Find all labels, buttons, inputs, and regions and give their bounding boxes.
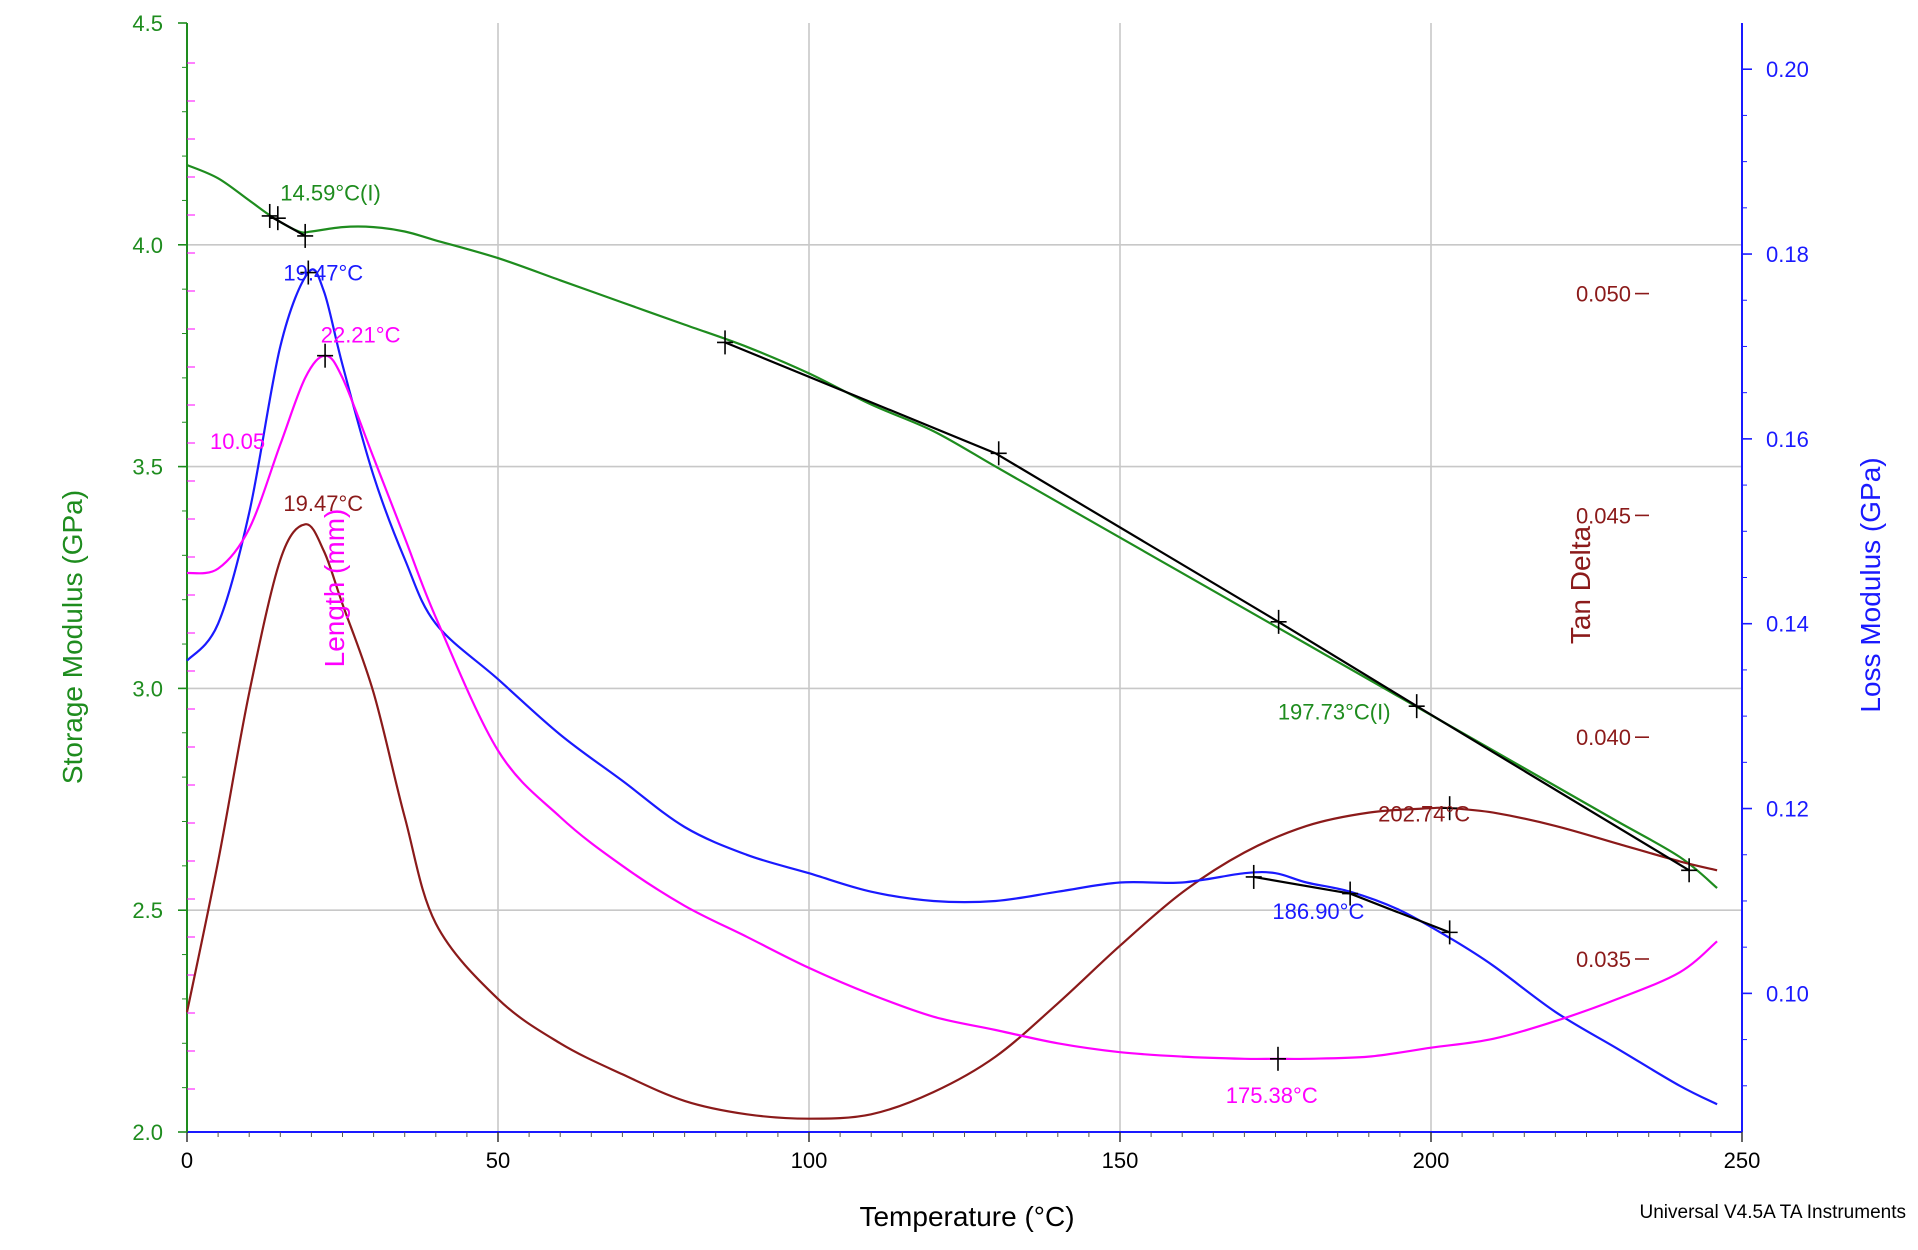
storage-tick-label: 4.5 bbox=[132, 11, 163, 36]
analysis-marker bbox=[1245, 864, 1262, 889]
grid bbox=[187, 23, 1742, 1132]
loss-tick-label: 0.18 bbox=[1766, 242, 1809, 267]
peak-annotation: 19.47°C bbox=[283, 491, 363, 516]
peak-annotation: 197.73°C(I) bbox=[1278, 699, 1391, 724]
x-tick-label: 50 bbox=[486, 1148, 510, 1173]
analysis-marker bbox=[1681, 858, 1698, 883]
length-tick-label: 10.05 bbox=[210, 429, 265, 454]
x-tick-label: 0 bbox=[181, 1148, 193, 1173]
storage-tick-label: 2.5 bbox=[132, 898, 163, 923]
analysis-marker bbox=[317, 343, 334, 368]
analysis-marker bbox=[1441, 796, 1458, 821]
tan-tick-label: 0.040 bbox=[1576, 725, 1631, 750]
label-layer: 14.59°C(I) 19.47°C 22.21°C 19.47°C 197.73°C(… bbox=[280, 180, 1470, 1108]
x-tick-label: 150 bbox=[1102, 1148, 1139, 1173]
peak-annotation: 202.74°C bbox=[1378, 801, 1470, 826]
storage-tangent-line bbox=[269, 215, 306, 237]
storage-tick-label: 3.0 bbox=[132, 676, 163, 701]
analysis-marker bbox=[300, 260, 317, 285]
tan-delta-curve bbox=[185, 523, 1718, 1120]
peak-annotation: 14.59°C(I) bbox=[280, 180, 381, 205]
peak-annotation: 186.90°C bbox=[1272, 899, 1364, 924]
analysis-marker bbox=[297, 223, 314, 248]
axes: 0 50 100 150 200 250 2.0 2.5 3.0 3.5 4.0 4.5 0.10 0.1… bbox=[132, 11, 1808, 1173]
length-axis-title: Length (mm) bbox=[319, 509, 350, 668]
analysis-marker bbox=[717, 330, 734, 355]
analysis-marker bbox=[261, 203, 278, 228]
tan-tick-label: 0.045 bbox=[1576, 503, 1631, 528]
length-curve bbox=[186, 354, 1718, 1061]
loss-tick-label: 0.12 bbox=[1766, 797, 1809, 822]
storage-tick-label: 3.5 bbox=[132, 455, 163, 480]
storage-modulus-axis-title: Storage Modulus (GPa) bbox=[57, 490, 88, 784]
analysis-marker bbox=[1342, 881, 1359, 906]
analysis-marker bbox=[1269, 1046, 1286, 1071]
analysis-marker bbox=[1408, 694, 1425, 719]
analysis-marker bbox=[1270, 609, 1287, 634]
analysis-marker bbox=[1441, 920, 1458, 945]
loss-tick-label: 0.16 bbox=[1766, 427, 1809, 452]
x-tick-label: 250 bbox=[1724, 1148, 1761, 1173]
analysis-marker bbox=[269, 206, 286, 231]
loss-modulus-axis-title: Loss Modulus (GPa) bbox=[1855, 457, 1886, 712]
series-layer bbox=[185, 163, 1718, 1120]
tan-delta-axis-title: Tan Delta bbox=[1565, 525, 1596, 644]
loss-tick-label: 0.14 bbox=[1766, 612, 1809, 637]
marker-layer bbox=[261, 203, 1698, 1071]
peak-annotation: 19.47°C bbox=[283, 260, 363, 285]
storage-tick-label: 4.0 bbox=[132, 233, 163, 258]
x-axis-title: Temperature (°C) bbox=[859, 1201, 1074, 1232]
instrument-footer: Universal V4.5A TA Instruments bbox=[1640, 1202, 1906, 1223]
tan-tick-label: 0.035 bbox=[1576, 947, 1631, 972]
loss-tick-label: 0.20 bbox=[1766, 57, 1809, 82]
tan-tick-label: 0.050 bbox=[1576, 282, 1631, 307]
loss-tick-label: 0.10 bbox=[1766, 981, 1809, 1006]
analysis-marker bbox=[990, 441, 1007, 466]
x-tick-label: 200 bbox=[1413, 1148, 1450, 1173]
storage-tick-label: 2.0 bbox=[132, 1120, 163, 1145]
peak-annotation: 175.38°C bbox=[1226, 1083, 1318, 1108]
x-tick-label: 100 bbox=[791, 1148, 828, 1173]
peak-annotation: 22.21°C bbox=[321, 322, 401, 347]
